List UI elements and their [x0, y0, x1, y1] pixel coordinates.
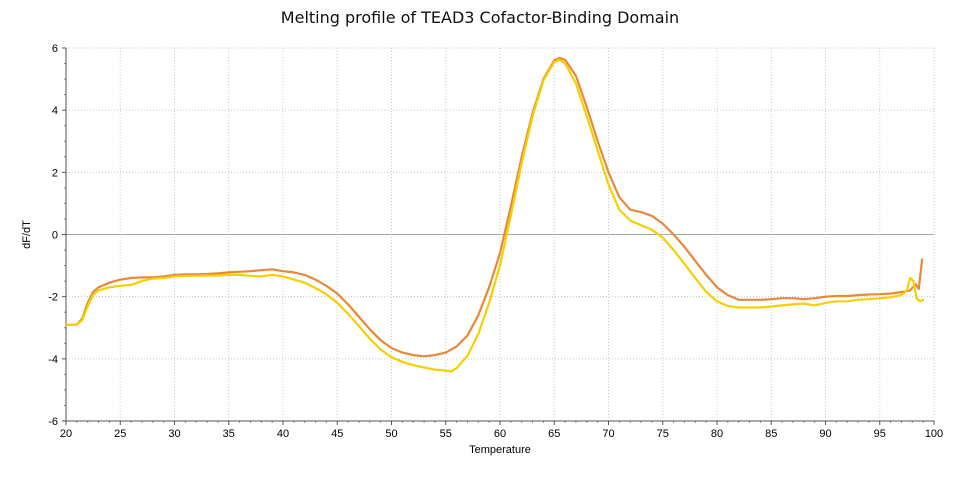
y-tick-label: 4: [52, 105, 58, 117]
x-tick-label: 95: [874, 428, 886, 440]
x-tick-label: 45: [331, 428, 343, 440]
x-tick-label: 70: [602, 428, 614, 440]
axes: [62, 47, 935, 425]
series-line-1: [64, 56, 924, 358]
x-axis-label: Temperature: [469, 444, 531, 456]
tick-labels: 20 25 30 35 40 45 50 55 60 65 70 75 80 85 90 95 100-6-4-…: [48, 43, 943, 440]
x-tick-label: 40: [277, 428, 289, 440]
x-tick-label: 50: [385, 428, 397, 440]
x-tick-label: 30: [168, 428, 180, 440]
x-tick-label: 20: [60, 428, 72, 440]
series-line-2: [64, 58, 925, 373]
x-tick-label: 85: [765, 428, 777, 440]
y-tick-label: -6: [48, 416, 58, 428]
x-tick-label: 75: [657, 428, 669, 440]
chart-title: Melting profile of TEAD3 Cofactor-Bindin…: [280, 8, 680, 27]
y-tick-label: 6: [52, 43, 58, 55]
y-axis-label: dF/dT: [21, 220, 33, 249]
x-tick-label: 35: [223, 428, 235, 440]
y-tick-label: -2: [48, 292, 58, 304]
x-tick-label: 55: [440, 428, 452, 440]
y-tick-label: 0: [52, 230, 58, 242]
y-tick-label: 2: [52, 167, 58, 179]
x-tick-label: 80: [711, 428, 723, 440]
x-tick-label: 90: [819, 428, 831, 440]
series-lines: [64, 56, 925, 373]
y-tick-label: -4: [48, 354, 58, 366]
x-tick-label: 25: [114, 428, 126, 440]
x-tick-label: 65: [548, 428, 560, 440]
x-tick-label: 60: [494, 428, 506, 440]
x-tick-label: 100: [925, 428, 943, 440]
